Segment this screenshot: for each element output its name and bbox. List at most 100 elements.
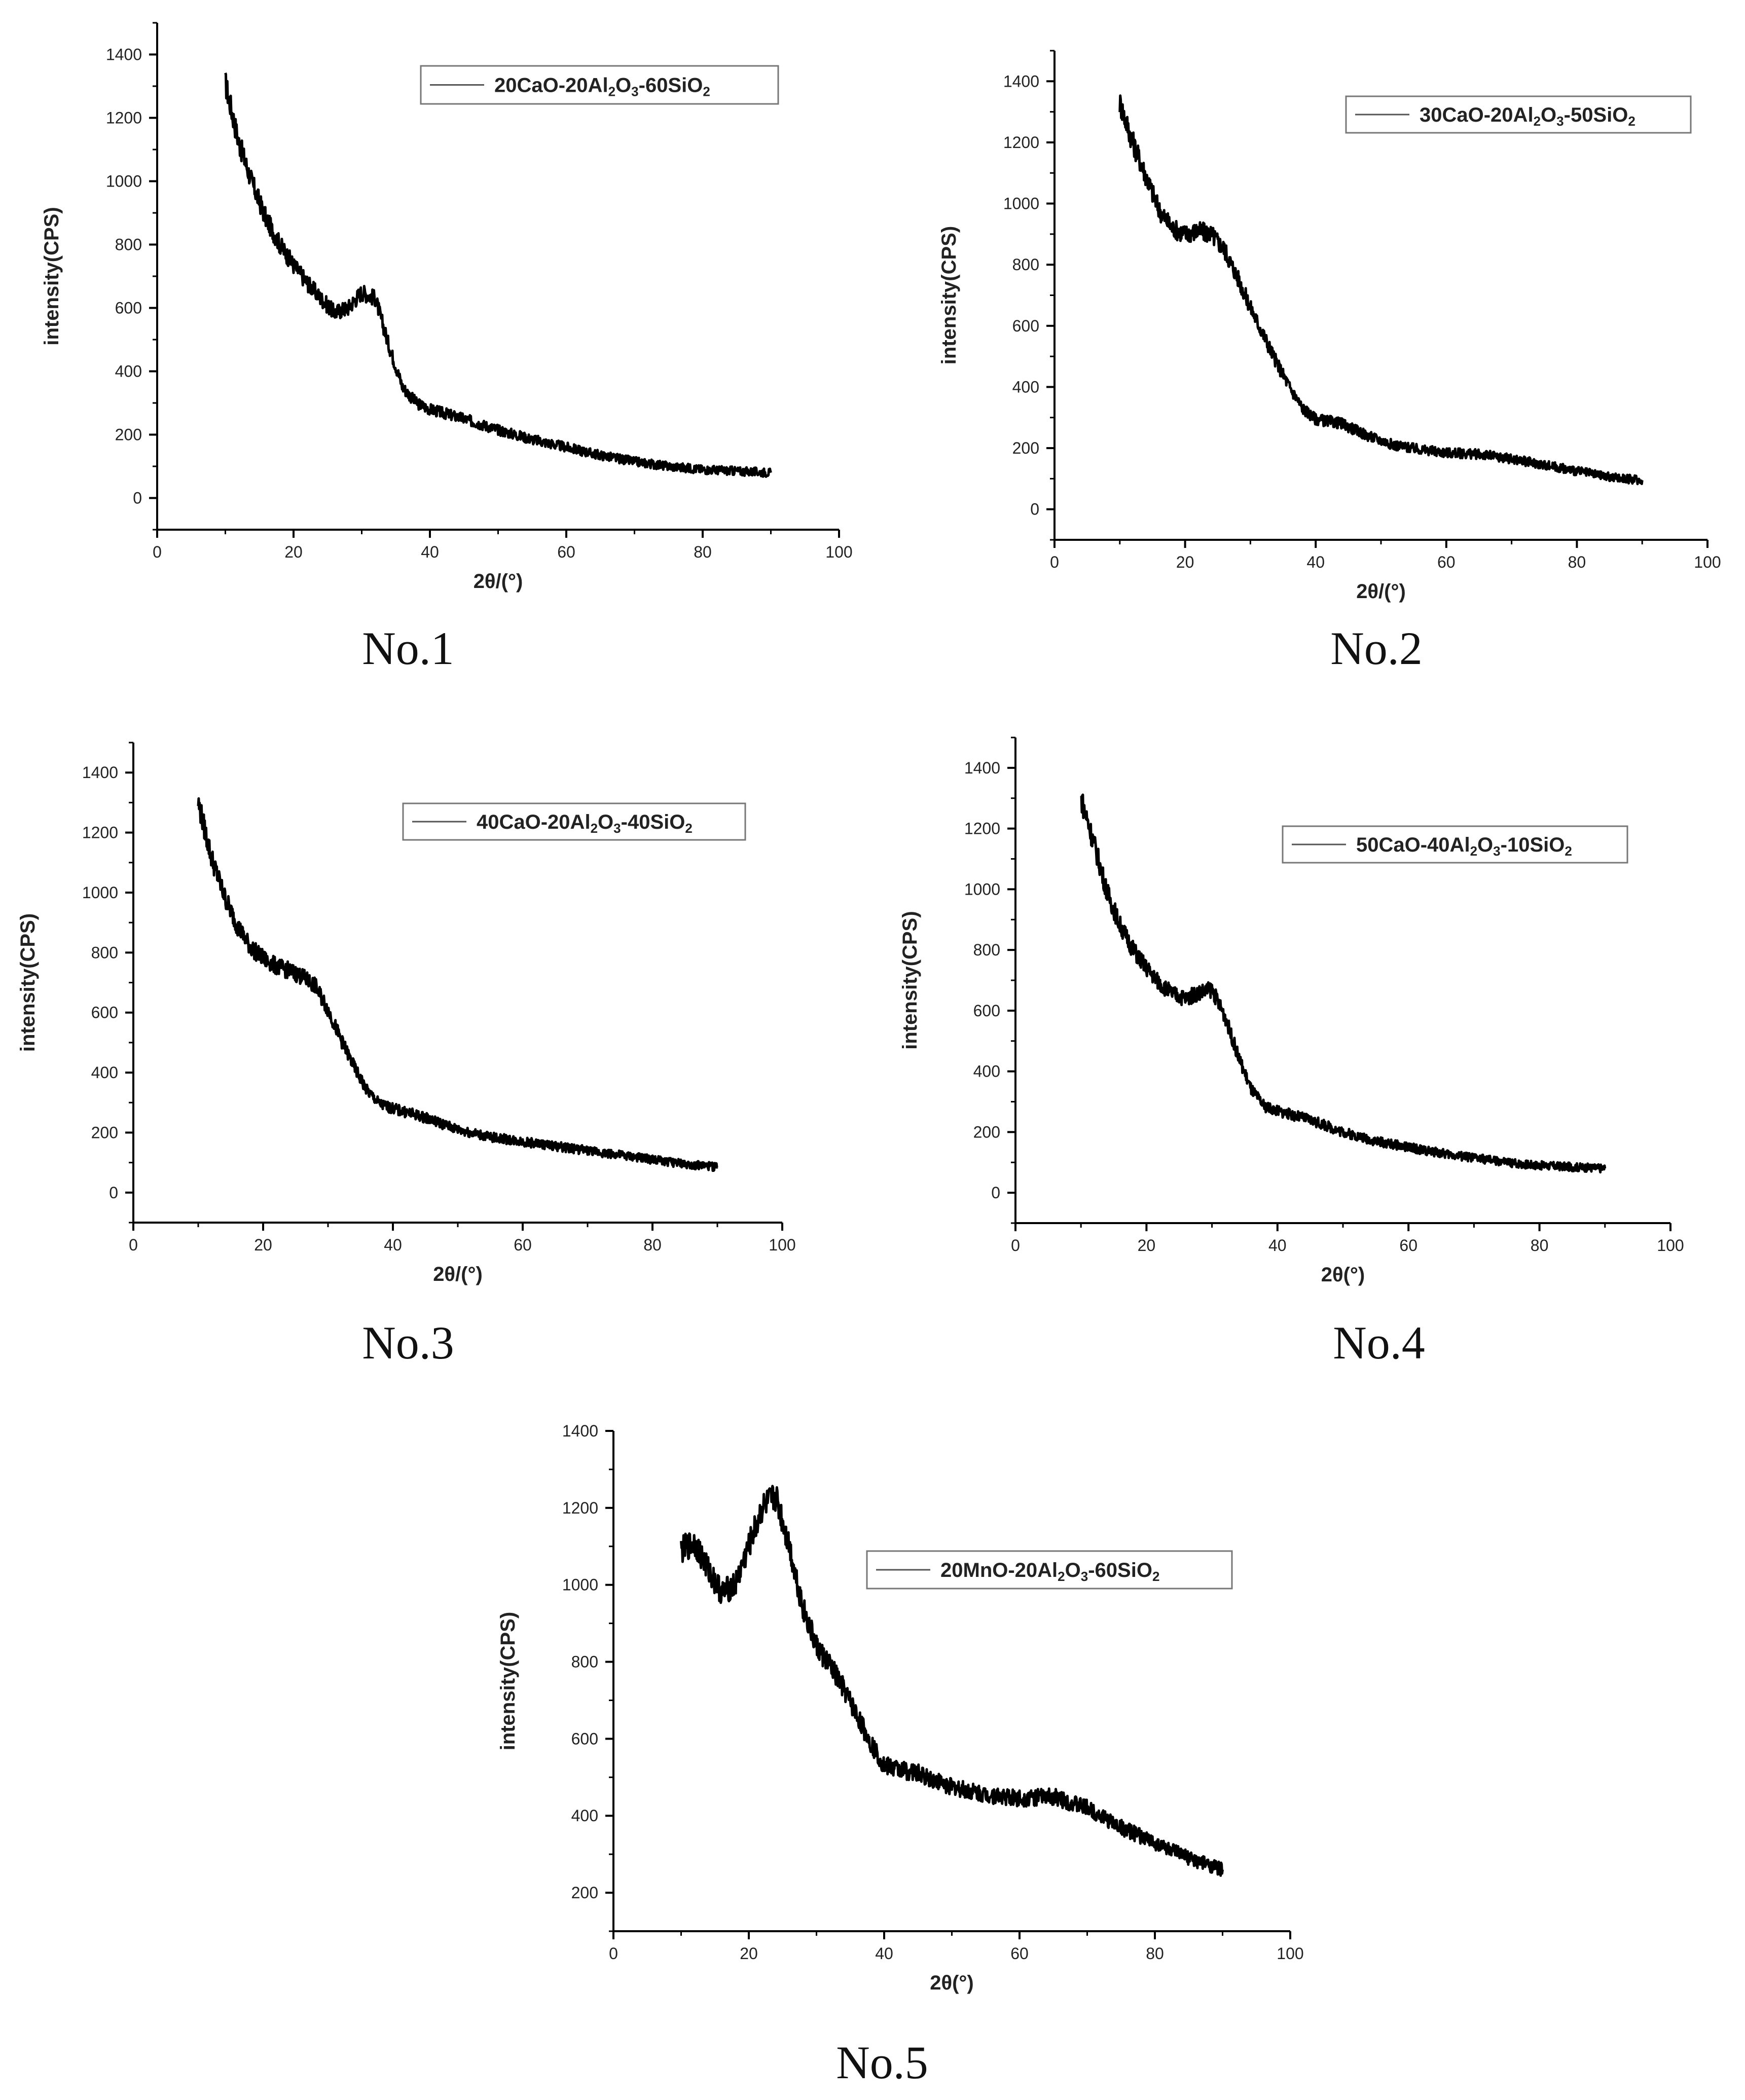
panel-caption: No.4 (1333, 1317, 1425, 1369)
series-line (1118, 94, 1644, 486)
y-tick-label: 400 (1012, 378, 1039, 396)
x-tick-label: 100 (1277, 1944, 1303, 1963)
y-tick-label: 400 (115, 362, 142, 381)
x-tick-label: 20 (1176, 553, 1194, 571)
y-tick-label: 800 (91, 943, 118, 962)
x-tick-label: 40 (384, 1236, 402, 1254)
y-tick-label: 1400 (1003, 72, 1039, 90)
y-tick-label: 600 (91, 1004, 118, 1022)
y-tick-label: 0 (109, 1184, 118, 1202)
y-tick-label: 0 (133, 489, 142, 507)
x-tick-label: 0 (129, 1236, 138, 1254)
y-axis-title: intensity(CPS) (899, 911, 921, 1049)
x-axis-title: 2θ/(°) (433, 1263, 483, 1285)
y-tick-label: 1000 (1003, 195, 1039, 213)
legend-label: 20MnO-20Al2O3-60SiO2 (940, 1559, 1159, 1584)
panel-caption: No.2 (1330, 622, 1422, 674)
y-tick-label: 200 (571, 1884, 598, 1902)
y-axis-title: intensity(CPS) (41, 207, 63, 345)
y-tick-label: 800 (1012, 255, 1039, 274)
y-tick-label: 1400 (964, 759, 1000, 777)
x-tick-label: 60 (1437, 553, 1456, 571)
x-tick-label: 80 (1531, 1236, 1549, 1255)
y-tick-label: 400 (91, 1063, 118, 1082)
x-tick-label: 20 (254, 1236, 272, 1254)
y-tick-label: 1200 (964, 820, 1000, 838)
x-tick-label: 80 (1146, 1944, 1164, 1963)
chart-panel-no4: 0 20 40 60 80 10002004006008001000120014002θ(… (899, 736, 1684, 1369)
chart-panel-no5: 0 20 40 60 80 100 200 400 600 800 1000 1200 1400 2θ(°… (497, 1422, 1304, 2088)
x-tick-label: 40 (1306, 553, 1325, 571)
x-tick-label: 40 (875, 1944, 893, 1963)
y-tick-label: 600 (973, 1002, 1000, 1020)
legend-label: 20CaO-20Al2O3-60SiO2 (494, 75, 710, 99)
series-line (197, 797, 718, 1172)
series-line (224, 72, 772, 478)
x-axis-title: 2θ(°) (930, 1972, 974, 1994)
y-tick-label: 1200 (1003, 133, 1039, 152)
x-tick-label: 20 (284, 543, 303, 561)
y-tick-label: 1400 (562, 1422, 598, 1440)
y-tick-label: 1400 (106, 46, 142, 64)
x-tick-label: 0 (1011, 1236, 1020, 1255)
panel-caption: No.5 (836, 2037, 928, 2088)
legend-label: 50CaO-40Al2O3-10SiO2 (1356, 834, 1572, 859)
series-line (680, 1485, 1224, 1877)
y-axis-title: intensity(CPS) (17, 913, 39, 1052)
x-tick-label: 0 (1050, 553, 1059, 571)
y-tick-label: 1000 (106, 172, 142, 191)
x-tick-label: 100 (825, 543, 852, 561)
y-tick-label: 800 (973, 941, 1000, 959)
x-tick-label: 60 (557, 543, 575, 561)
x-tick-label: 0 (609, 1944, 618, 1963)
y-tick-label: 600 (1012, 317, 1039, 335)
chart-panel-no2: 0 20 40 60 80 10002004006008001000120014002θ/… (938, 50, 1721, 674)
y-tick-label: 0 (1030, 500, 1039, 519)
x-tick-label: 100 (1657, 1236, 1684, 1255)
panel-caption: No.1 (362, 622, 454, 674)
y-tick-label: 1400 (82, 763, 118, 782)
x-axis-title: 2θ/(°) (1356, 580, 1406, 603)
legend-label: 30CaO-20Al2O3-50SiO2 (1420, 104, 1635, 129)
x-tick-label: 40 (1268, 1236, 1287, 1255)
y-tick-label: 1000 (964, 880, 1000, 898)
x-axis-title: 2θ/(°) (474, 570, 523, 593)
x-tick-label: 80 (643, 1236, 662, 1254)
y-tick-label: 200 (115, 426, 142, 444)
y-tick-label: 1000 (82, 883, 118, 902)
chart-panel-no1: 0 20 40 60 80 10002004006008001000120014002θ/… (41, 22, 853, 674)
y-tick-label: 0 (991, 1184, 1000, 1202)
y-tick-label: 200 (973, 1123, 1000, 1141)
y-tick-label: 400 (973, 1062, 1000, 1081)
x-axis-title: 2θ(°) (1321, 1264, 1365, 1286)
y-tick-label: 1000 (562, 1576, 598, 1594)
y-tick-label: 200 (1012, 439, 1039, 457)
series-line (1080, 793, 1607, 1174)
y-tick-label: 800 (115, 236, 142, 254)
y-tick-label: 1200 (562, 1499, 598, 1517)
chart-panel-no3: 0 20 40 60 80 10002004006008001000120014002θ/… (17, 742, 796, 1369)
y-tick-label: 1200 (106, 109, 142, 127)
legend-label: 40CaO-20Al2O3-40SiO2 (477, 811, 693, 836)
x-tick-label: 40 (421, 543, 439, 561)
y-axis-title: intensity(CPS) (938, 226, 960, 364)
x-tick-label: 100 (1694, 553, 1721, 571)
x-tick-label: 0 (153, 543, 162, 561)
y-tick-label: 600 (571, 1729, 598, 1748)
y-axis-title: intensity(CPS) (497, 1612, 519, 1750)
x-tick-label: 80 (694, 543, 712, 561)
x-tick-label: 80 (1568, 553, 1586, 571)
panel-caption: No.3 (362, 1317, 454, 1369)
x-tick-label: 100 (769, 1236, 795, 1254)
y-tick-label: 400 (571, 1807, 598, 1825)
y-tick-label: 600 (115, 299, 142, 317)
x-tick-label: 60 (514, 1236, 532, 1254)
x-tick-label: 60 (1010, 1944, 1029, 1963)
x-tick-label: 20 (1138, 1236, 1156, 1255)
y-tick-label: 1200 (82, 824, 118, 842)
x-tick-label: 20 (740, 1944, 758, 1963)
x-tick-label: 60 (1399, 1236, 1417, 1255)
y-tick-label: 200 (91, 1123, 118, 1141)
y-tick-label: 800 (571, 1653, 598, 1671)
